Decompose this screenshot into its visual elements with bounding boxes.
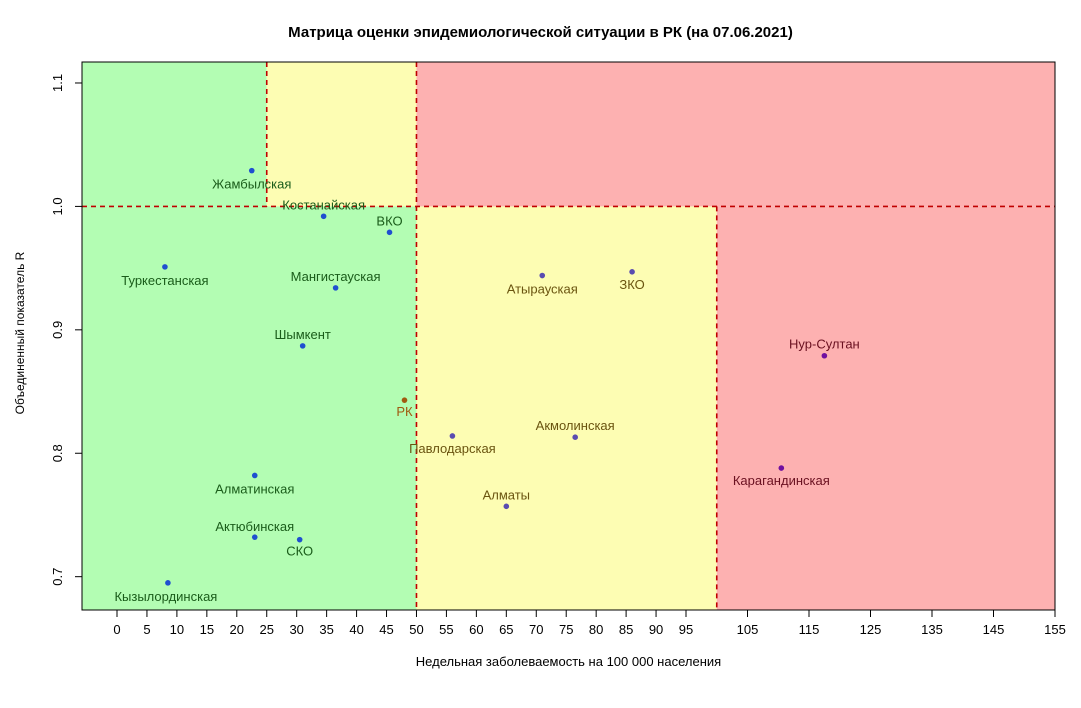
x-tick-label: 20 <box>230 622 244 637</box>
data-point <box>299 343 306 349</box>
point-label: ЗКО <box>619 277 644 292</box>
point-label: Актюбинская <box>215 519 294 534</box>
data-point <box>165 580 171 586</box>
x-tick-label: 55 <box>439 622 453 637</box>
x-tick-label: 90 <box>649 622 663 637</box>
plot-frame <box>81 61 1056 611</box>
point-label: Кызылординская <box>114 589 217 604</box>
x-tick-label: 145 <box>983 622 1005 637</box>
x-tick-label: 85 <box>619 622 633 637</box>
y-axis-label: Объединенный показатель R <box>13 251 27 415</box>
data-point <box>503 503 510 510</box>
x-tick-label: 40 <box>349 622 363 637</box>
point-label: Атырауская <box>507 282 578 297</box>
point-label: Алматинская <box>215 481 294 496</box>
data-point <box>778 465 785 471</box>
x-tick-label: 15 <box>200 622 214 637</box>
zone-layer <box>82 62 1055 611</box>
x-tick-label: 115 <box>799 622 820 637</box>
point-label: Жамбылская <box>212 177 291 192</box>
x-tick-label: 125 <box>860 622 882 637</box>
point-label: Алматы <box>483 487 530 502</box>
data-point <box>539 272 546 279</box>
x-tick-label: 95 <box>679 622 693 637</box>
x-tick-label: 5 <box>143 622 150 637</box>
x-tick-label: 25 <box>260 622 274 637</box>
data-point <box>629 269 635 275</box>
y-tick-label: 0.9 <box>50 321 65 339</box>
zone-green-lower <box>82 206 417 611</box>
threshold-lines <box>82 62 1055 610</box>
x-axis-label: Недельная заболеваемость на 100 000 насе… <box>415 654 722 669</box>
axes: 0 5 10 15 20 25 30 35 40 45 50 55 60 65 70 75 80 85 90 95 10… <box>50 61 1066 637</box>
point-label: Шымкент <box>274 327 330 342</box>
zone-yellow-lower <box>416 206 717 611</box>
y-tick-label: 0.7 <box>50 568 65 586</box>
x-tick-label: 135 <box>921 622 943 637</box>
x-tick-label: 65 <box>499 622 513 637</box>
data-point <box>320 213 327 220</box>
point-label: Павлодарская <box>409 441 496 456</box>
y-tick-label: 0.8 <box>50 444 65 462</box>
x-tick-label: 0 <box>113 622 120 637</box>
zone-green-upper <box>82 62 267 207</box>
x-tick-label: 30 <box>289 622 303 637</box>
data-point <box>162 264 168 270</box>
point-label: ВКО <box>376 213 402 228</box>
point-label: Нур-Султан <box>789 337 860 352</box>
data-point <box>251 534 258 540</box>
points-layer: Жамбылская Костанайская ВКО Туркестанская Ма… <box>114 167 860 604</box>
x-tick-label: 45 <box>379 622 393 637</box>
zone-yellow-upper <box>266 62 417 207</box>
point-label: РК <box>396 404 413 419</box>
x-tick-label: 155 <box>1044 622 1066 637</box>
data-point <box>251 472 258 479</box>
x-tick-label: 10 <box>170 622 184 637</box>
data-point <box>821 352 828 359</box>
data-point <box>401 397 408 403</box>
data-point <box>449 433 456 439</box>
x-tick-label: 70 <box>529 622 543 637</box>
point-label: СКО <box>286 544 313 559</box>
x-tick-label: 105 <box>737 622 759 637</box>
x-tick-label: 50 <box>409 622 423 637</box>
data-point <box>332 285 339 291</box>
chart-title: Матрица оценки эпидемиологической ситуац… <box>288 24 793 41</box>
zone-red-upper <box>416 62 1055 207</box>
zone-red-lower <box>716 206 1055 611</box>
point-label: Костанайская <box>282 197 365 212</box>
x-tick-label: 80 <box>589 622 603 637</box>
point-label: Мангистауская <box>291 269 381 284</box>
point-label: Акмолинская <box>536 418 615 433</box>
x-tick-label: 60 <box>469 622 483 637</box>
data-point <box>248 167 255 174</box>
point-label: Карагандинская <box>733 473 830 488</box>
point-label: Туркестанская <box>121 273 208 288</box>
data-point <box>296 536 303 543</box>
data-point <box>386 229 393 236</box>
y-tick-label: 1.1 <box>50 74 65 92</box>
x-tick-label: 75 <box>559 622 573 637</box>
x-tick-label: 35 <box>319 622 333 637</box>
y-tick-label: 1.0 <box>50 197 65 215</box>
data-point <box>572 434 578 441</box>
